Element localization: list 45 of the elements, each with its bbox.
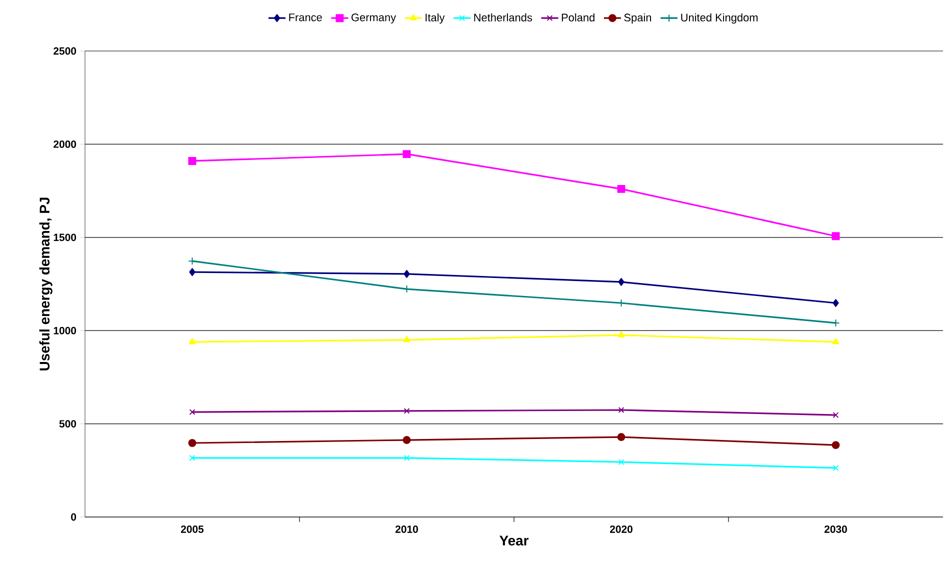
- point: [403, 336, 410, 342]
- point: [832, 299, 839, 307]
- legend-label: Spain: [624, 13, 652, 24]
- point: [189, 409, 196, 416]
- x-tick-label: 2005: [180, 526, 204, 533]
- point: [402, 436, 411, 444]
- y-axis-title: Useful energy demand, PJ: [39, 198, 52, 370]
- legend-label: Poland: [562, 13, 594, 22]
- x-tick-label: 2020: [610, 526, 632, 533]
- point: [832, 465, 839, 471]
- x-axis-title: Year: [500, 536, 529, 546]
- y-tick-label: 1000: [54, 326, 76, 334]
- point: [189, 268, 196, 276]
- x-tick-label: 2010: [395, 526, 418, 533]
- point: [404, 454, 410, 461]
- point: [188, 156, 196, 165]
- point: [188, 257, 196, 266]
- point: [618, 331, 625, 338]
- point: [832, 318, 840, 327]
- point: [404, 270, 410, 278]
- point: [618, 459, 624, 465]
- point: [188, 439, 196, 447]
- y-tick-label: 500: [59, 420, 76, 428]
- legend-label: United Kingdom: [681, 13, 758, 24]
- point: [617, 184, 626, 193]
- point: [617, 433, 626, 442]
- y-tick-label: 0: [71, 513, 76, 521]
- legend-label: Italy: [426, 13, 445, 24]
- point: [402, 150, 411, 158]
- x-tick-label: 2030: [824, 526, 847, 533]
- legend-label: France: [289, 14, 322, 22]
- y-tick-label: 1500: [54, 234, 76, 242]
- point: [832, 338, 840, 344]
- point: [188, 338, 196, 344]
- point: [832, 441, 840, 450]
- point: [618, 407, 624, 413]
- point: [404, 408, 410, 414]
- legend-label: Netherlands: [474, 13, 532, 22]
- legend-label: Germany: [352, 14, 396, 24]
- point: [832, 412, 839, 418]
- point: [189, 454, 196, 461]
- point: [618, 278, 624, 286]
- point: [832, 232, 840, 240]
- y-tick-label: 2000: [54, 140, 76, 148]
- y-tick-label: 2500: [54, 47, 76, 55]
